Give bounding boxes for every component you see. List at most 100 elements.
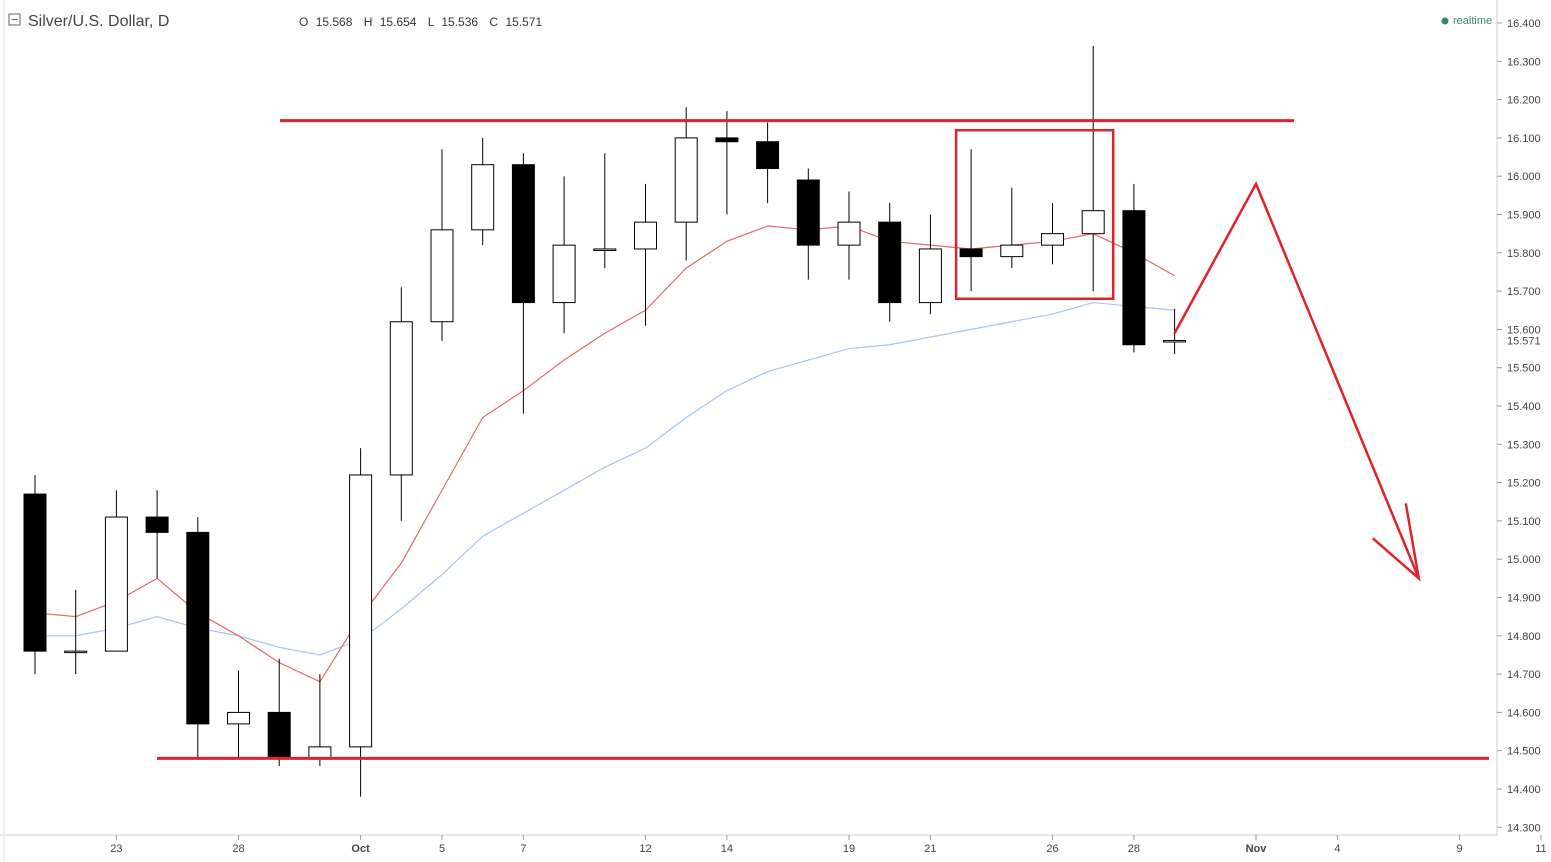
candle <box>104 490 128 652</box>
price-tick-label: 16.000 <box>1507 171 1541 183</box>
candle <box>349 448 373 797</box>
candle <box>430 149 454 341</box>
candle-body-bullish <box>552 244 576 304</box>
price-tick-label: 14.600 <box>1507 707 1541 719</box>
candle <box>511 153 535 414</box>
consolidation-box <box>954 128 1115 301</box>
candle <box>837 191 861 280</box>
price-tick-label: 15.500 <box>1507 363 1541 375</box>
time-tick-label: 7 <box>520 843 526 855</box>
price-tick-label: 15.300 <box>1507 439 1541 451</box>
candle-body-bullish <box>471 164 495 231</box>
moving-averages <box>34 225 1175 683</box>
high-value: 15.654 <box>380 15 417 29</box>
close-label: C <box>489 15 498 29</box>
price-tick-label: 15.100 <box>1507 516 1541 528</box>
low-label: L <box>428 15 435 29</box>
price-tick-label: 16.400 <box>1507 18 1541 30</box>
candle-body-bearish <box>511 164 535 304</box>
candle <box>796 168 820 280</box>
candle-body-bullish <box>227 711 250 725</box>
candle <box>267 658 291 767</box>
price-tick-label: 14.900 <box>1507 593 1541 605</box>
time-axis: 23 28 Oct 5 7 12 14 19 21 26 28 Nov 4 9 11 <box>110 835 1547 855</box>
candle-body-bullish <box>918 248 942 304</box>
candle-body-bullish <box>104 516 128 652</box>
candle-body-bullish <box>1163 340 1187 343</box>
candle <box>756 122 780 204</box>
price-tick-label: 15.800 <box>1507 248 1541 260</box>
candle-body-bullish <box>674 137 698 223</box>
price-tick-label: 15.200 <box>1507 478 1541 490</box>
time-tick-label: 19 <box>843 843 855 855</box>
open-value: 15.568 <box>316 15 353 29</box>
time-tick-label: 28 <box>1128 843 1140 855</box>
candle-body-bullish <box>430 229 454 323</box>
high-label: H <box>364 15 373 29</box>
chart-title: Silver/U.S. Dollar, D <box>28 13 169 30</box>
candle <box>1041 203 1064 265</box>
candle <box>715 111 739 215</box>
candle-body-bearish <box>878 221 902 304</box>
time-tick-label: Nov <box>1246 843 1268 855</box>
candle <box>878 203 902 322</box>
candle-body-bullish <box>389 321 413 476</box>
candle-body-bullish <box>837 221 861 246</box>
price-tick-label: 16.100 <box>1507 133 1541 145</box>
price-tick-label: 14.300 <box>1507 822 1541 834</box>
price-tick-label: 14.700 <box>1507 669 1541 681</box>
price-tick-label: 16.200 <box>1507 95 1541 107</box>
candle <box>593 153 617 269</box>
candle <box>634 183 657 326</box>
time-tick-label: 21 <box>924 843 936 855</box>
ohlc-readout: O 15.568 H 15.654 L 15.536 C 15.571 <box>299 15 542 29</box>
candle-body-bearish <box>959 248 983 258</box>
realtime-dot-icon <box>1441 17 1449 25</box>
time-tick-label: 14 <box>721 843 733 855</box>
candle-body-bullish <box>1081 210 1105 235</box>
last-price-label: 15.571 <box>1507 336 1541 348</box>
low-value: 15.536 <box>441 15 478 29</box>
candle-body-bearish <box>796 179 820 246</box>
candle <box>959 149 983 292</box>
candle <box>389 287 413 521</box>
price-tick-label: 14.400 <box>1507 784 1541 796</box>
candle <box>23 474 47 675</box>
price-tick-label: 15.700 <box>1507 286 1541 298</box>
candle-body-bullish <box>64 650 88 654</box>
candle <box>64 589 88 675</box>
candle-body-bullish <box>593 248 617 251</box>
price-tick-label: 15.000 <box>1507 554 1541 566</box>
annotations <box>157 119 1489 760</box>
candle <box>186 517 210 759</box>
candle <box>552 176 576 334</box>
time-tick-label: 9 <box>1456 843 1462 855</box>
candle-body-bearish <box>267 711 291 759</box>
time-tick-label: 11 <box>1535 843 1546 855</box>
last-price-badge <box>1502 333 1546 348</box>
price-tick-label: 15.600 <box>1507 324 1541 336</box>
candle-body-bearish <box>145 516 169 533</box>
candle-body-bearish <box>23 493 47 652</box>
price-axis: 16.400 16.300 16.200 16.100 16.000 15.900 15.8… <box>1497 18 1546 834</box>
candles <box>23 45 1187 797</box>
candle <box>227 670 250 759</box>
price-tick-label: 15.400 <box>1507 401 1541 413</box>
candle-body-bullish <box>1000 244 1024 258</box>
time-tick-label: 28 <box>232 843 244 855</box>
price-tick-label: 14.800 <box>1507 631 1541 643</box>
time-tick-label: Oct <box>351 843 370 855</box>
time-tick-label: 23 <box>110 843 122 855</box>
candle <box>1081 45 1105 292</box>
time-tick-label: 12 <box>639 843 651 855</box>
price-tick-label: 15.900 <box>1507 210 1541 222</box>
candle-body-bullish <box>308 746 332 759</box>
price-tick-label: 16.300 <box>1507 56 1541 68</box>
candle <box>1000 187 1024 269</box>
forecast-arrow-path <box>1173 180 1420 579</box>
candle-body-bullish <box>349 474 373 748</box>
candle <box>145 490 169 579</box>
chart-header: Silver/U.S. Dollar, D O 15.568 H 15.654 … <box>8 13 1492 30</box>
time-tick-label: 5 <box>439 843 445 855</box>
